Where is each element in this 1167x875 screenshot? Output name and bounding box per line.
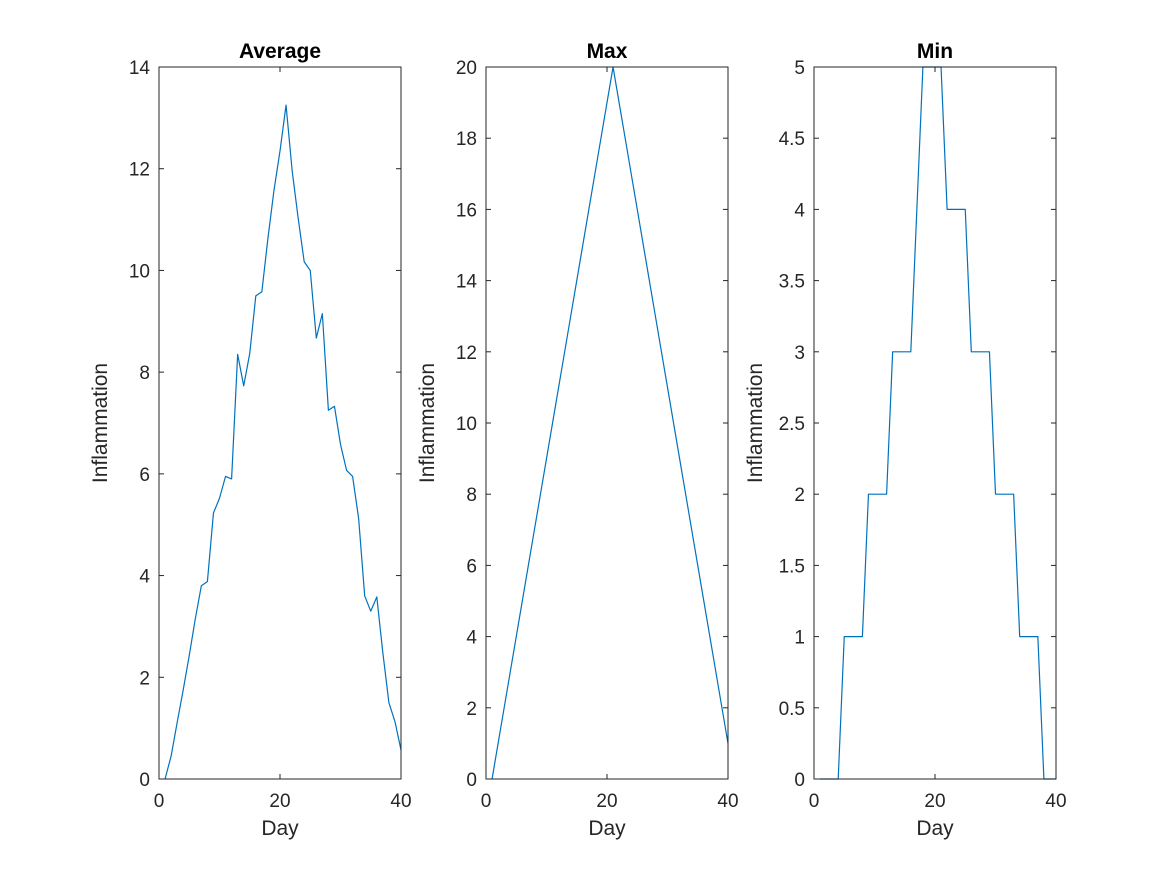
y-tick-label: 12 bbox=[129, 160, 150, 181]
x-tick-label: 20 bbox=[924, 791, 945, 812]
y-tick-label: 6 bbox=[466, 556, 477, 577]
y-tick-label: 14 bbox=[129, 58, 151, 79]
y-axis-label: Inflammation bbox=[744, 363, 767, 483]
axes-box bbox=[813, 66, 1057, 780]
y-tick-label: 2.5 bbox=[779, 414, 805, 435]
series-line bbox=[820, 66, 1056, 780]
y-tick-label: 4.5 bbox=[779, 129, 805, 150]
y-tick-label: 3.5 bbox=[779, 272, 805, 293]
subplot-min: 0 20 40 0 0.5 1 1.5 2 2.5 3 3.5 4 4.5 5 Min Day Inflamma… bbox=[744, 40, 1067, 840]
y-tick-label: 8 bbox=[139, 363, 150, 384]
y-tick-label: 4 bbox=[139, 567, 150, 588]
y-axis-label: Inflammation bbox=[416, 363, 439, 483]
y-tick-label: 20 bbox=[456, 58, 477, 79]
subplot-max: 0 20 40 0 2 4 6 8 10 12 14 16 18 20 Max Day Inflammation bbox=[416, 40, 739, 840]
y-tick-label: 6 bbox=[139, 465, 150, 486]
x-tick-label: 40 bbox=[717, 791, 738, 812]
y-tick-label: 2 bbox=[794, 485, 805, 506]
y-tick-label: 4 bbox=[794, 200, 805, 221]
axes-box bbox=[158, 66, 402, 780]
x-tick-label: 0 bbox=[809, 791, 820, 812]
x-axis-label: Day bbox=[916, 817, 954, 840]
y-tick-label: 1.5 bbox=[779, 556, 805, 577]
plot-title: Min bbox=[917, 40, 953, 63]
x-axis-label: Day bbox=[261, 817, 299, 840]
plot-title: Average bbox=[239, 40, 321, 63]
y-tick-label: 0 bbox=[139, 770, 150, 791]
y-tick-label: 18 bbox=[456, 129, 477, 150]
y-tick-label: 0 bbox=[794, 770, 805, 791]
y-tick-label: 10 bbox=[456, 414, 477, 435]
y-tick-label: 1 bbox=[794, 628, 805, 649]
y-tick-label: 0 bbox=[466, 770, 477, 791]
y-tick-label: 3 bbox=[794, 343, 805, 364]
y-tick-label: 12 bbox=[456, 343, 477, 364]
x-tick-label: 20 bbox=[596, 791, 617, 812]
x-tick-label: 20 bbox=[269, 791, 290, 812]
axes-box bbox=[485, 66, 729, 780]
y-tick-label: 2 bbox=[139, 668, 150, 689]
x-tick-label: 0 bbox=[481, 791, 492, 812]
y-tick-label: 10 bbox=[129, 261, 150, 282]
y-tick-label: 16 bbox=[456, 200, 477, 221]
x-axis-label: Day bbox=[588, 817, 626, 840]
x-tick-label: 40 bbox=[1045, 791, 1066, 812]
y-tick-label: 4 bbox=[466, 628, 477, 649]
x-tick-label: 40 bbox=[390, 791, 411, 812]
y-tick-label: 2 bbox=[466, 699, 477, 720]
plot-title: Max bbox=[587, 40, 628, 63]
y-tick-label: 5 bbox=[794, 58, 805, 79]
subplot-average: 0 20 40 0 2 4 6 8 10 12 14 Average Day Inflammation bbox=[89, 40, 412, 840]
series-line bbox=[164, 104, 402, 780]
y-tick-label: 8 bbox=[466, 485, 477, 506]
series-line bbox=[491, 66, 729, 780]
x-tick-label: 0 bbox=[154, 791, 165, 812]
y-tick-label: 14 bbox=[456, 272, 478, 293]
y-tick-label: 0.5 bbox=[779, 699, 805, 720]
y-axis-label: Inflammation bbox=[89, 363, 112, 483]
